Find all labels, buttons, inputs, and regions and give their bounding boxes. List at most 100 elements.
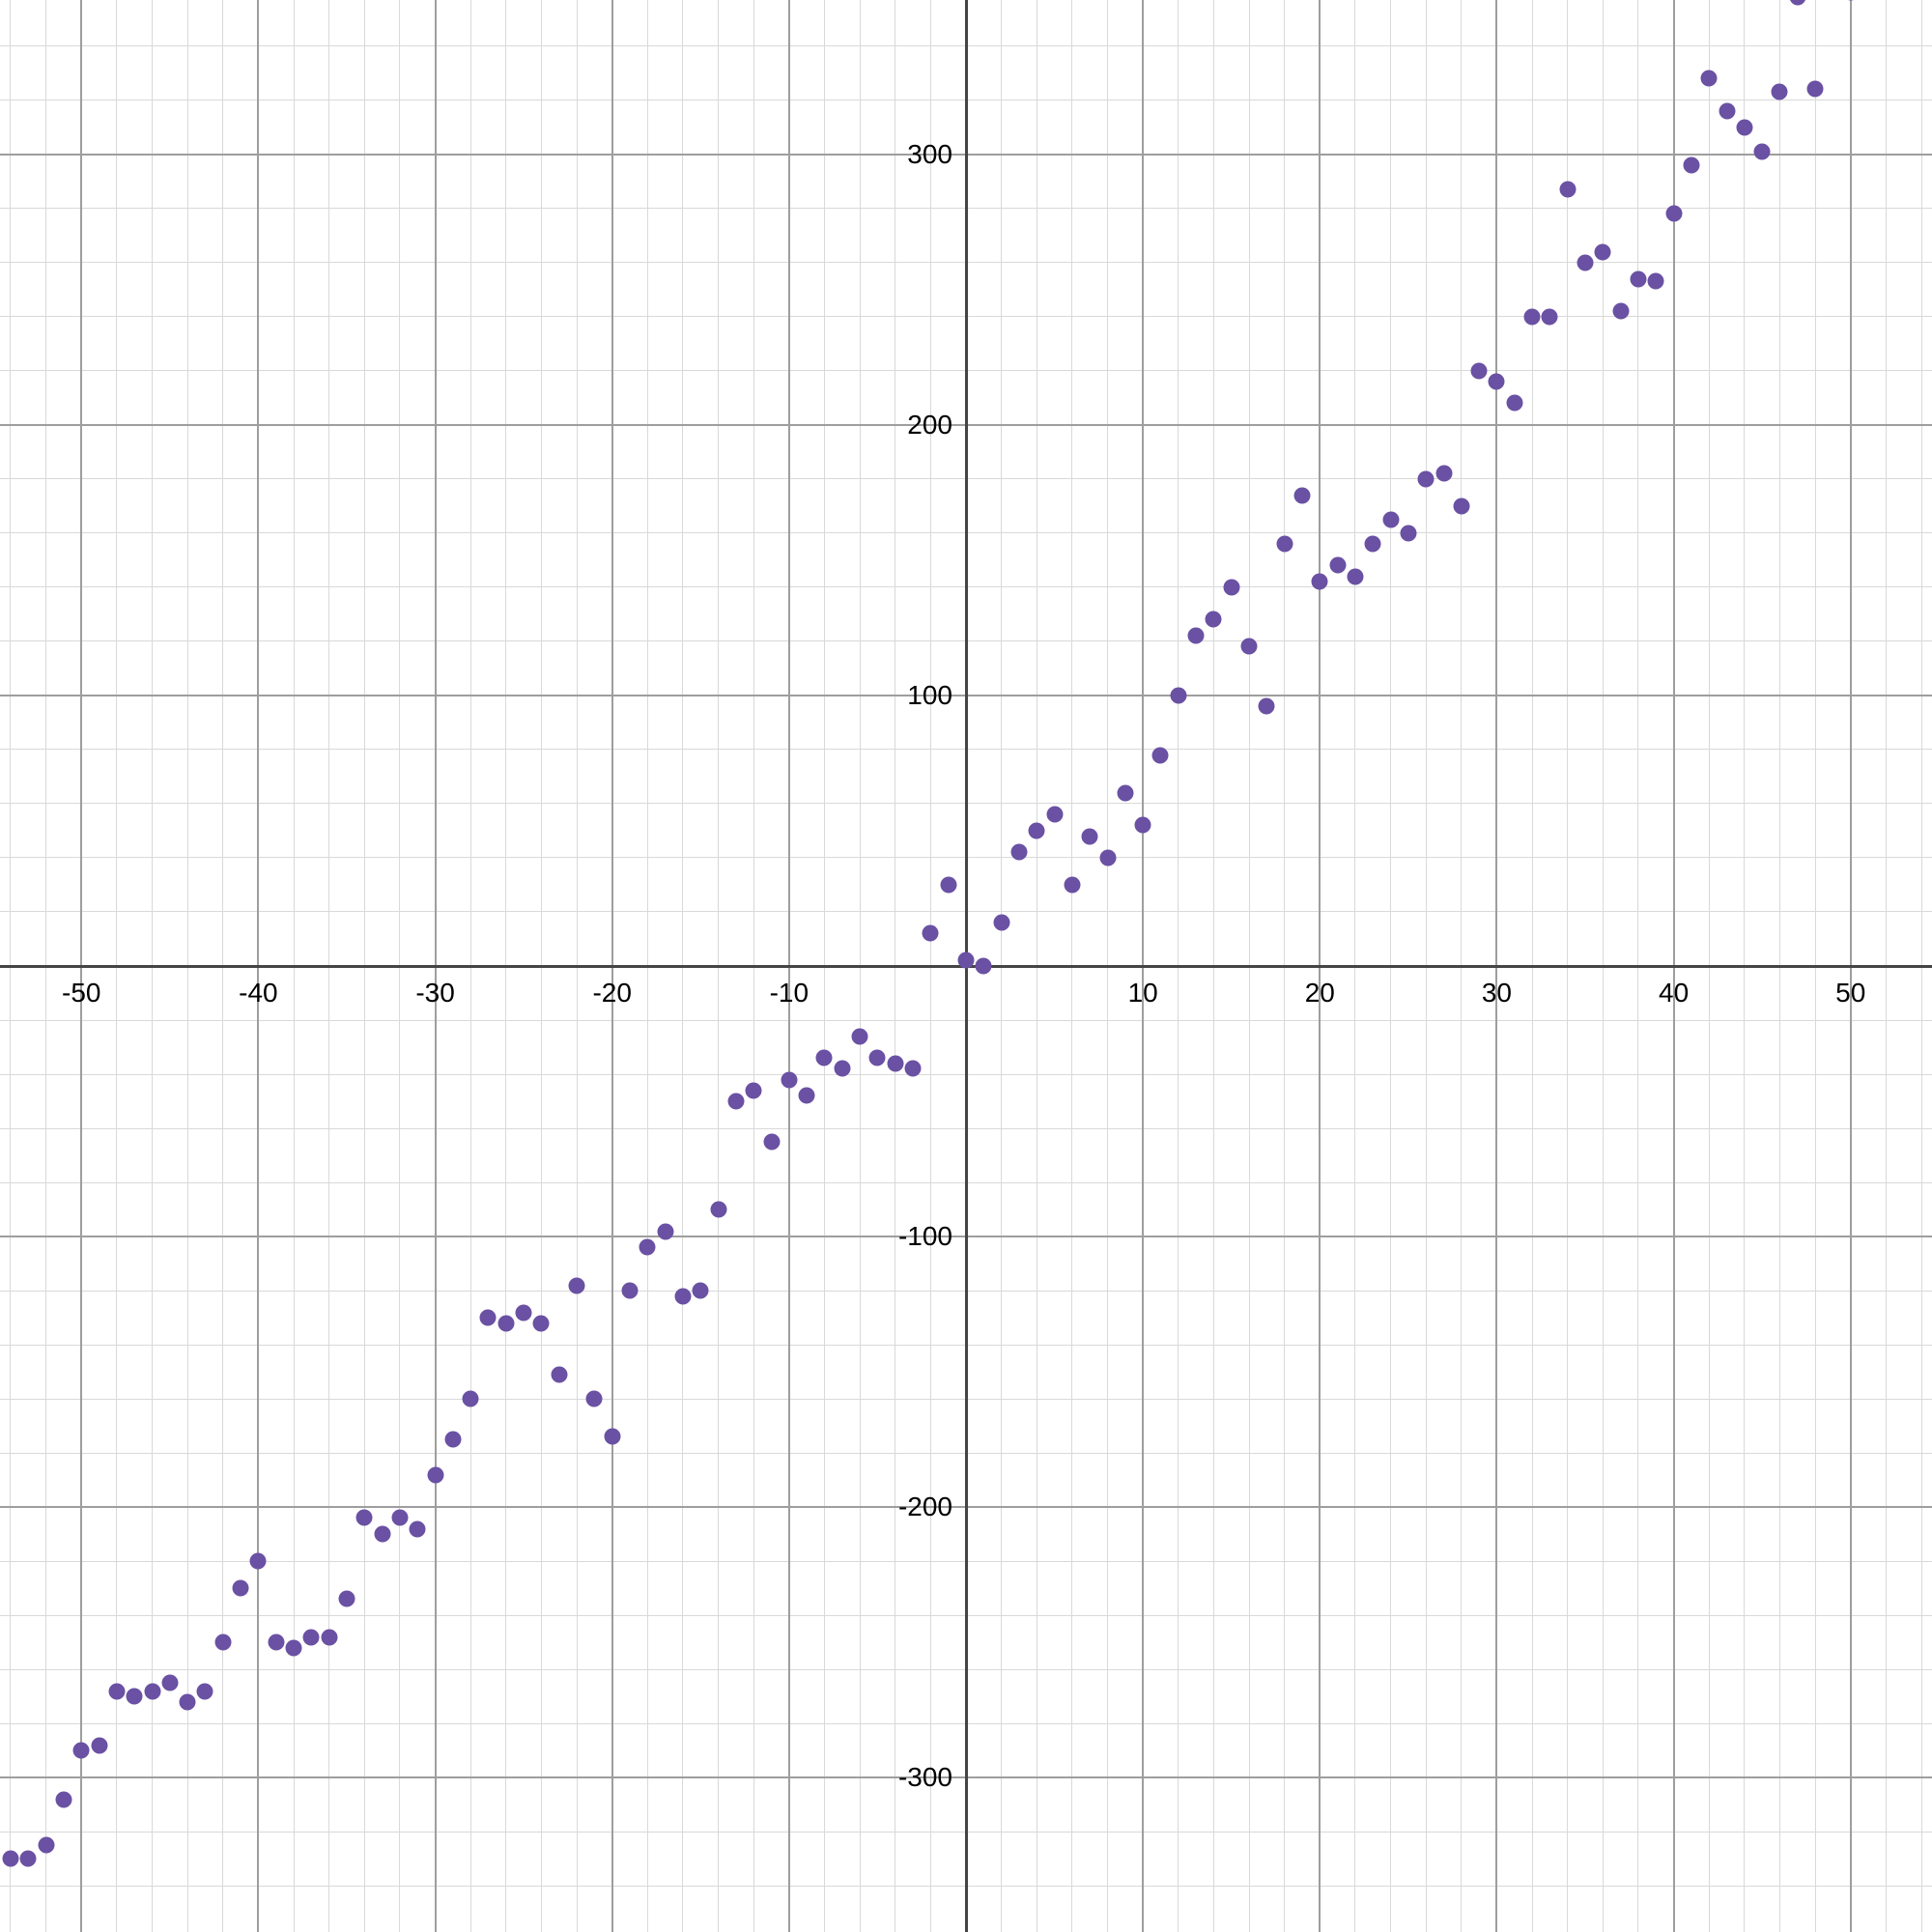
data-point: [1188, 628, 1205, 644]
data-point: [1736, 119, 1752, 135]
data-point: [905, 1061, 922, 1077]
data-point: [569, 1277, 585, 1293]
data-point: [180, 1693, 196, 1710]
y-tick-label: -300: [898, 1762, 952, 1793]
data-point: [693, 1283, 709, 1299]
x-tick-label: 50: [1835, 978, 1865, 1009]
data-point: [586, 1391, 603, 1407]
data-point: [268, 1634, 284, 1651]
data-point: [444, 1432, 461, 1448]
data-point: [1524, 308, 1541, 325]
data-point: [1807, 81, 1824, 98]
data-point: [993, 915, 1009, 931]
data-point: [480, 1310, 497, 1326]
data-point: [1453, 497, 1469, 514]
x-tick-label: -10: [770, 978, 809, 1009]
data-point: [1029, 822, 1045, 838]
data-point: [763, 1134, 780, 1151]
data-point: [233, 1580, 249, 1597]
data-point: [1046, 807, 1063, 823]
data-point: [1789, 0, 1805, 6]
data-point: [127, 1689, 143, 1705]
data-point: [1347, 568, 1363, 584]
data-point: [887, 1055, 903, 1071]
data-point: [746, 1082, 762, 1098]
data-point: [1241, 639, 1258, 655]
data-point: [1772, 84, 1788, 100]
data-point: [55, 1791, 71, 1807]
data-point: [1170, 687, 1186, 703]
data-point: [1435, 466, 1452, 482]
data-point: [1400, 525, 1416, 541]
data-point: [73, 1743, 90, 1759]
data-point: [674, 1288, 691, 1304]
data-point: [869, 1050, 886, 1066]
data-point: [1471, 362, 1488, 379]
data-point: [551, 1366, 567, 1382]
data-point: [1418, 470, 1435, 487]
data-point: [1382, 511, 1399, 527]
y-tick-label: -100: [898, 1221, 952, 1252]
data-point: [391, 1510, 408, 1526]
data-point: [958, 952, 975, 969]
data-point: [940, 876, 956, 893]
data-point: [1701, 71, 1718, 87]
data-point: [144, 1683, 160, 1699]
data-point: [1630, 270, 1646, 287]
data-point: [20, 1851, 37, 1867]
data-point: [1099, 849, 1116, 866]
data-point: [1082, 828, 1098, 844]
data-point: [1506, 395, 1522, 412]
data-point: [161, 1675, 178, 1691]
data-point: [834, 1061, 850, 1077]
scatter-plot: -50-40-30-20-101020304050-300-200-100100…: [0, 0, 1932, 1932]
data-point: [923, 925, 939, 942]
data-point: [516, 1304, 532, 1321]
data-point: [1223, 579, 1239, 595]
data-point: [1489, 373, 1505, 389]
x-tick-label: 40: [1659, 978, 1689, 1009]
data-point: [1152, 747, 1169, 763]
data-point: [463, 1391, 479, 1407]
data-point: [1064, 876, 1080, 893]
data-point: [497, 1315, 514, 1331]
y-tick-label: 100: [907, 680, 952, 711]
data-point: [1577, 254, 1594, 270]
data-point: [657, 1223, 673, 1239]
data-point: [286, 1639, 302, 1656]
data-point: [197, 1683, 213, 1699]
data-point: [356, 1510, 373, 1526]
data-point: [2, 1851, 18, 1867]
x-tick-label: -20: [592, 978, 631, 1009]
data-point: [427, 1466, 443, 1483]
data-point: [710, 1202, 726, 1218]
data-point: [816, 1050, 833, 1066]
x-tick-label: 10: [1128, 978, 1158, 1009]
data-point: [1365, 536, 1381, 553]
data-point: [214, 1634, 231, 1651]
data-point: [410, 1520, 426, 1537]
data-point: [533, 1315, 550, 1331]
data-point: [1259, 698, 1275, 715]
data-point: [1754, 143, 1771, 159]
data-point: [1595, 243, 1611, 260]
data-point: [1559, 182, 1576, 198]
x-tick-label: -30: [415, 978, 454, 1009]
data-point: [976, 958, 992, 975]
data-point: [1010, 844, 1027, 861]
x-tick-label: -40: [239, 978, 277, 1009]
data-point: [91, 1737, 107, 1753]
y-tick-label: -200: [898, 1492, 952, 1522]
data-point: [321, 1629, 337, 1645]
data-point: [622, 1283, 639, 1299]
data-point: [250, 1553, 267, 1570]
data-point: [1665, 206, 1682, 222]
data-point: [374, 1526, 390, 1543]
data-point: [303, 1629, 320, 1645]
data-point: [1117, 784, 1133, 801]
x-tick-label: -50: [62, 978, 100, 1009]
y-tick-label: 200: [907, 410, 952, 440]
data-point: [108, 1683, 125, 1699]
x-tick-label: 20: [1305, 978, 1335, 1009]
data-point: [38, 1837, 54, 1854]
